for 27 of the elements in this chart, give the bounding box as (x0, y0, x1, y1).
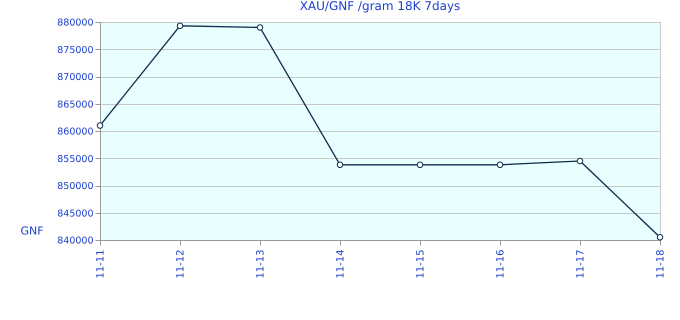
y-tick-label: 865000 (57, 99, 94, 110)
point (656, 234, 664, 241)
y-tick-label: 870000 (57, 72, 94, 83)
x-tick-label: 11-13 (256, 250, 266, 279)
point (96, 122, 104, 129)
y-tick-label: 850000 (57, 181, 94, 192)
y-tick-label: 880000 (57, 18, 94, 28)
point (576, 158, 584, 164)
point (496, 162, 504, 168)
point (336, 162, 344, 168)
y-tick-label: 845000 (57, 208, 94, 220)
point (416, 162, 424, 168)
x-tick-label: 11-15 (416, 250, 426, 279)
chart-title: XAU/GNF /gram 18K 7days (300, 0, 460, 13)
point (176, 22, 184, 30)
y-tick-label: 860000 (57, 126, 94, 138)
y-tick-label: 840000 (57, 236, 94, 246)
x-tick-label: 11-11 (96, 250, 106, 279)
x-tick-label: 11-17 (576, 250, 586, 279)
point (256, 24, 264, 31)
y-tick-label: 875000 (57, 44, 94, 56)
x-tick-label: 11-14 (336, 250, 346, 279)
x-tick-label: 11-18 (656, 250, 666, 279)
x-tick-label: 11-12 (176, 250, 186, 279)
y-axis-title: GNF (20, 224, 44, 238)
x-tick-label: 11-16 (496, 250, 506, 279)
y-tick-label: 855000 (57, 154, 94, 165)
